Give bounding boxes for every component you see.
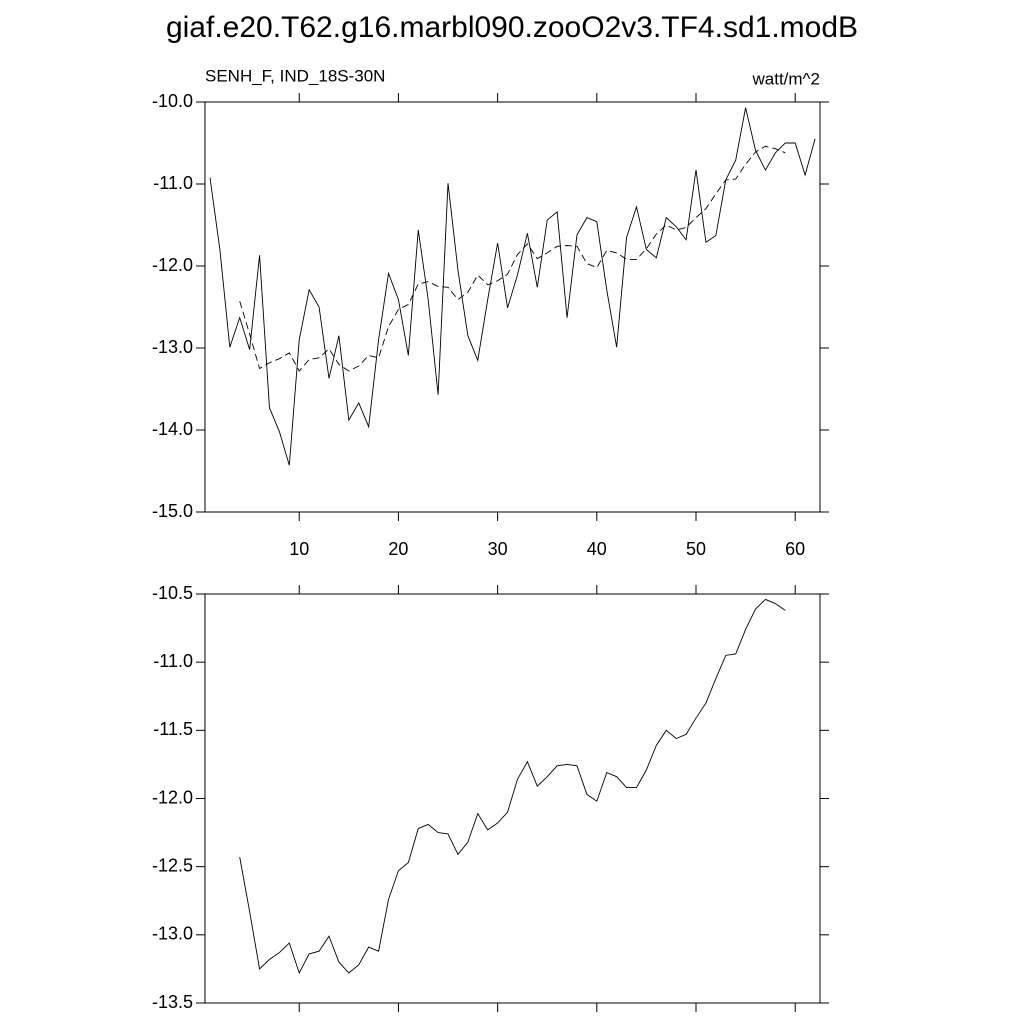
y-tick-label: -11.5 xyxy=(153,719,193,739)
y-tick-label: -13.5 xyxy=(152,992,193,1012)
x-tick-label: 30 xyxy=(488,539,508,559)
x-tick-label: 10 xyxy=(289,539,309,559)
x-tick-label: 40 xyxy=(587,539,607,559)
y-tick-label: -12.0 xyxy=(152,255,193,275)
y-tick-label: -15.0 xyxy=(152,501,193,521)
y-tick-label: -11.0 xyxy=(153,651,193,671)
main-title: giaf.e20.T62.g16.marbl090.zooO2v3.TF4.sd… xyxy=(166,11,858,44)
y-tick-label: -14.0 xyxy=(152,419,193,439)
right-string: watt/m^2 xyxy=(752,69,821,88)
x-tick-label: 50 xyxy=(686,539,706,559)
y-tick-label: -12.0 xyxy=(152,787,193,807)
y-tick-label: -12.5 xyxy=(152,855,193,875)
y-tick-label: -13.0 xyxy=(152,337,193,357)
plot-frame xyxy=(204,101,821,513)
series-line xyxy=(239,598,786,975)
series-line xyxy=(209,107,816,466)
y-tick-label: -11.0 xyxy=(153,173,193,193)
y-tick-label: -10.0 xyxy=(152,91,193,111)
series-line xyxy=(239,145,786,372)
x-tick-label: 60 xyxy=(785,539,805,559)
y-tick-label: -10.5 xyxy=(152,583,193,603)
x-tick-label: 20 xyxy=(388,539,408,559)
y-tick-label: -13.0 xyxy=(152,924,193,944)
left-string: SENH_F, IND_18S-30N xyxy=(205,66,385,85)
